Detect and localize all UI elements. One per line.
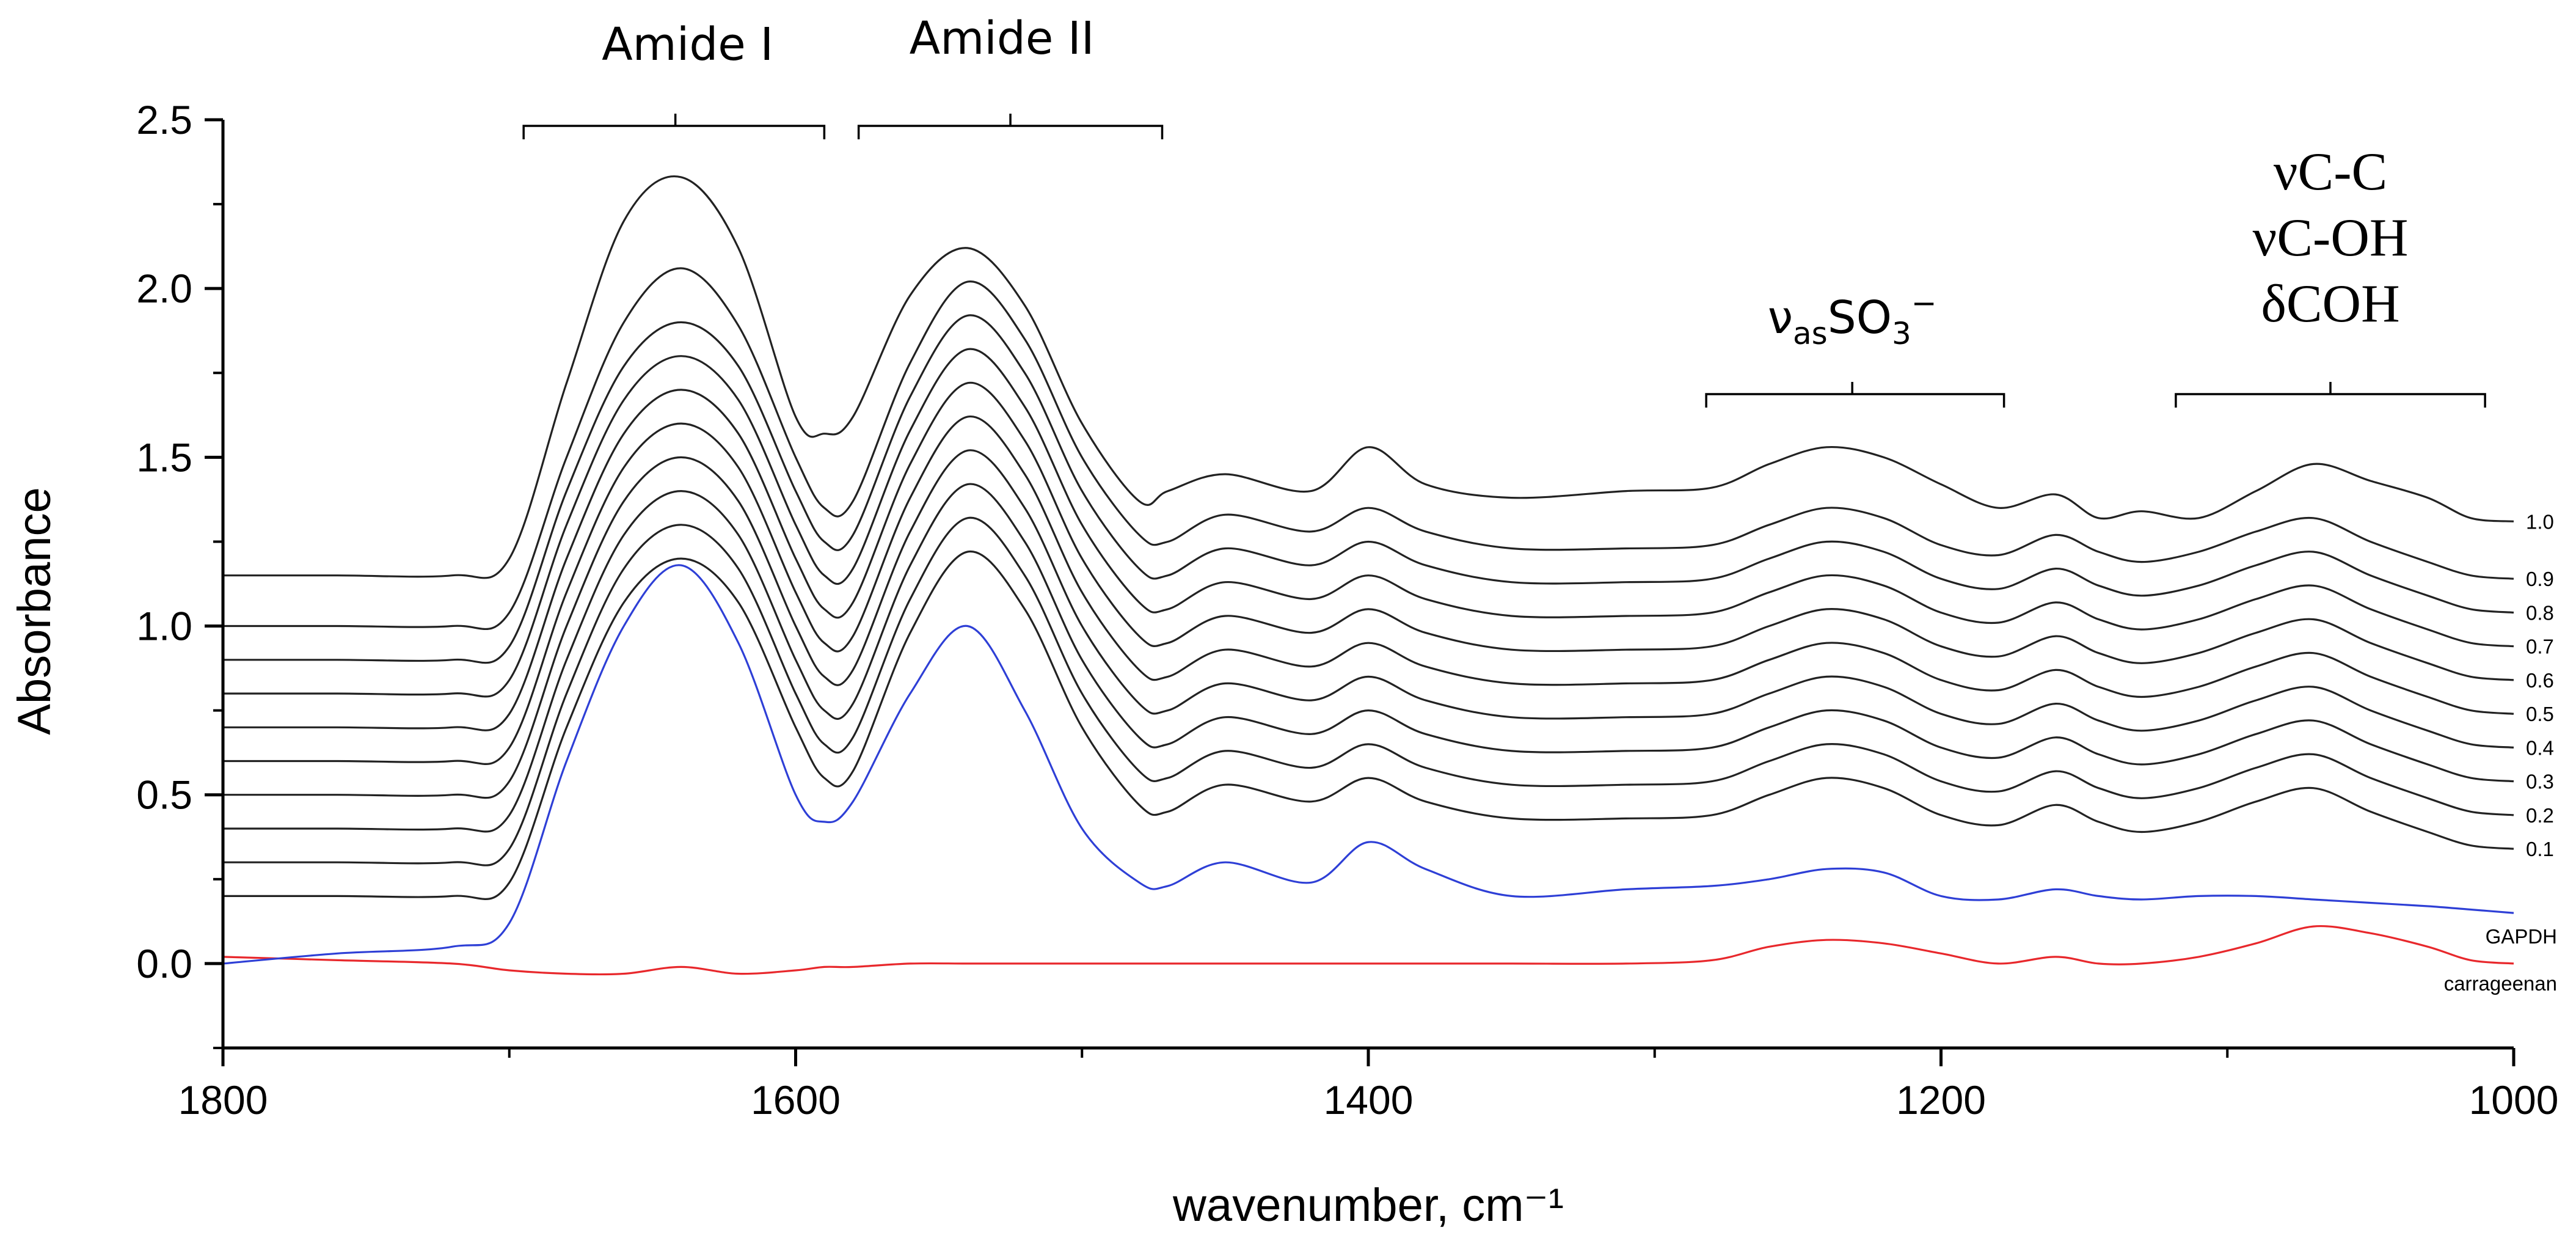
- sulfonate-label-part: 3: [1892, 316, 1911, 351]
- series-labels: carrageenan GAPDH 0.1 0.2 0.3 0.4 0.5 0.6 0.7 0.8…: [2444, 510, 2557, 995]
- bracket-amide-i: [522, 114, 826, 139]
- band-label-amide-i: Amide I: [602, 18, 773, 71]
- sulfonate-label-part: SO: [1828, 291, 1892, 344]
- series-label-ratio-0.1: 0.1: [2526, 838, 2554, 860]
- axes: 0.0 0.5 1.0 1.5 2.0 2.5 1800 1600 1400 1200 1000: [136, 97, 2558, 1123]
- series-line-ratio-0.9: [223, 267, 2514, 630]
- series-label-ratio-0.9: 0.9: [2526, 568, 2554, 590]
- y-tick-label: 2.5: [136, 97, 192, 142]
- series-label-carrageenan: carrageenan: [2444, 972, 2557, 995]
- series-line-ratio-0.5: [223, 416, 2514, 765]
- x-tick-label: 1200: [1896, 1077, 1986, 1123]
- band-label-sulfonate: νasSO3−: [1768, 285, 1937, 351]
- series-line-carrageenan: [222, 925, 2514, 976]
- series-line-ratio-0.7: [223, 348, 2514, 698]
- x-tick-label: 1000: [2469, 1077, 2559, 1123]
- bracket-sulfonate: [1705, 382, 2005, 408]
- x-tick-label: 1600: [751, 1077, 841, 1123]
- band-label-carbohydrate-line: δCOH: [2261, 274, 2399, 334]
- sulfonate-label-part: ν: [1768, 291, 1793, 344]
- series-label-ratio-0.2: 0.2: [2526, 804, 2554, 827]
- series-label-ratio-0.4: 0.4: [2526, 736, 2554, 759]
- y-axis-title: Absorbance: [9, 487, 60, 735]
- sulfonate-label-part: −: [1911, 285, 1937, 321]
- series-line-ratio-0.8: [223, 314, 2514, 664]
- y-tick-label: 0.0: [136, 941, 192, 986]
- band-label-carbohydrate-line: νC-OH: [2253, 208, 2409, 268]
- sulfonate-label-part: as: [1793, 316, 1828, 351]
- bracket-amide-ii: [857, 114, 1164, 139]
- series-label-ratio-1.0: 1.0: [2526, 510, 2554, 533]
- series-line-ratio-0.6: [223, 381, 2514, 731]
- y-tick-label: 1.0: [136, 604, 192, 649]
- y-tick-label: 2.0: [136, 266, 192, 311]
- series-label-gapdh: GAPDH: [2486, 925, 2557, 948]
- x-tick-label: 1800: [178, 1077, 268, 1123]
- series-line-ratio-1.0: [223, 175, 2514, 579]
- series-line-ratio-0.2: [223, 516, 2514, 866]
- x-tick-label: 1400: [1324, 1077, 1414, 1123]
- series-line-gapdh: [222, 564, 2514, 965]
- y-tick-label: 0.5: [136, 772, 192, 818]
- series-line-ratio-0.1: [223, 550, 2514, 900]
- y-tick-label: 1.5: [136, 434, 192, 480]
- series-label-ratio-0.3: 0.3: [2526, 771, 2554, 793]
- bracket-carbohydrate: [2175, 382, 2486, 408]
- series-label-ratio-0.8: 0.8: [2526, 601, 2554, 624]
- series-label-ratio-0.7: 0.7: [2526, 635, 2554, 658]
- series-line-ratio-0.4: [223, 449, 2514, 799]
- x-axis-title: wavenumber, cm⁻¹: [1172, 1179, 1564, 1231]
- series-line-ratio-0.3: [223, 483, 2514, 833]
- band-label-carbohydrate-line: νC-C: [2274, 142, 2387, 202]
- series-label-ratio-0.5: 0.5: [2526, 703, 2554, 725]
- series-label-ratio-0.6: 0.6: [2526, 669, 2554, 692]
- band-label-amide-ii: Amide II: [910, 12, 1095, 65]
- plot-lines: [222, 175, 2514, 976]
